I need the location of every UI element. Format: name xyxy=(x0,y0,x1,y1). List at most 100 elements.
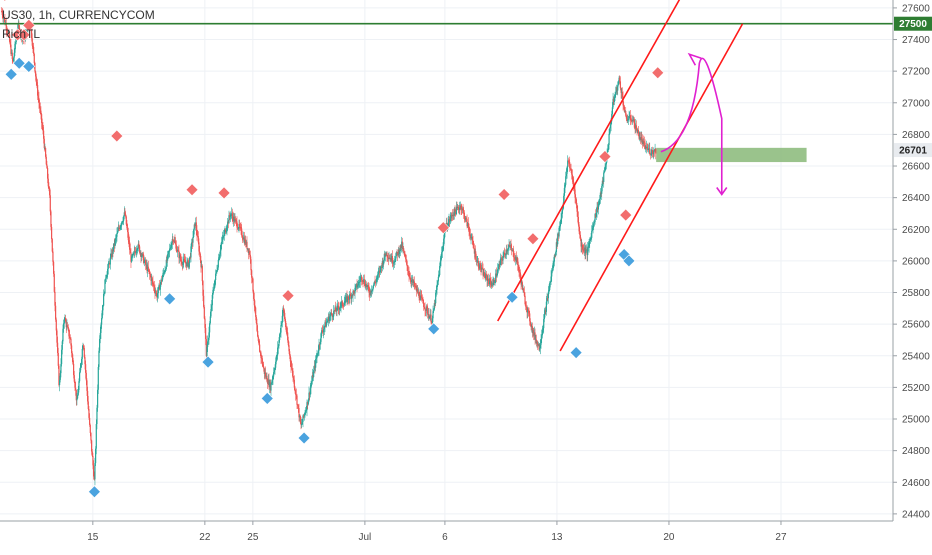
candle-body xyxy=(43,138,45,149)
candle-body xyxy=(141,255,143,257)
pivot-markers xyxy=(3,0,665,499)
candle-body xyxy=(229,215,231,217)
candle-body xyxy=(346,296,348,302)
candle-body xyxy=(348,299,350,300)
candle-body xyxy=(374,281,376,283)
candle-body xyxy=(357,282,359,286)
candle-body xyxy=(12,59,14,62)
candle-body xyxy=(32,45,34,48)
candle-body xyxy=(635,125,637,129)
candle-body xyxy=(427,314,429,315)
candle-body xyxy=(360,276,362,279)
candle-body xyxy=(111,249,113,257)
candle-body xyxy=(610,121,612,126)
candle-body xyxy=(237,228,239,230)
candle-body xyxy=(604,166,606,171)
candle-body xyxy=(621,92,624,98)
candle-body xyxy=(275,356,277,362)
pivot-low-marker xyxy=(297,431,311,445)
candle-body xyxy=(31,38,33,46)
candle-body xyxy=(449,218,451,222)
candle-body xyxy=(309,388,311,395)
price-zone xyxy=(656,147,807,163)
candle-body xyxy=(205,339,207,357)
candle-body xyxy=(501,259,503,261)
candle-body xyxy=(37,85,39,96)
candle-body xyxy=(257,330,259,337)
candle-body xyxy=(439,261,441,267)
candle-body xyxy=(73,363,75,376)
pivot-high-marker xyxy=(22,18,36,32)
candle-body xyxy=(386,252,388,257)
candle-body xyxy=(242,237,244,240)
candle-body xyxy=(551,271,553,277)
candle-body xyxy=(462,208,464,211)
candle-body xyxy=(181,261,183,264)
candle-body xyxy=(626,118,628,121)
candle-body xyxy=(311,381,313,385)
pivot-high-marker xyxy=(526,232,540,246)
candle-body xyxy=(65,317,67,322)
last-price-badge-text: 26701 xyxy=(899,146,927,157)
candle-body xyxy=(620,88,622,93)
candle-body xyxy=(434,303,436,304)
candle-body xyxy=(327,320,329,322)
candle-body xyxy=(414,285,416,287)
candle-body xyxy=(297,405,299,409)
candle-body xyxy=(119,228,121,229)
candle-body xyxy=(153,285,155,290)
candle-body xyxy=(137,247,139,251)
candle-body xyxy=(325,322,327,327)
candle-body xyxy=(648,148,650,150)
candle-body xyxy=(557,233,559,245)
candle-body xyxy=(107,268,109,275)
candle-body xyxy=(599,192,602,199)
candle-body xyxy=(321,330,323,334)
indicator-label[interactable]: RichTL xyxy=(2,27,40,41)
candle-body xyxy=(78,381,80,391)
candle-body xyxy=(215,273,217,280)
y-tick-label: 26000 xyxy=(902,256,930,267)
candle-body xyxy=(75,387,77,391)
candle-body xyxy=(489,278,491,284)
candle-body xyxy=(537,341,539,346)
candle-body xyxy=(83,345,85,348)
candle-body xyxy=(355,284,357,286)
candle-body xyxy=(376,277,378,280)
candle-body xyxy=(612,98,614,108)
candle-body xyxy=(121,222,123,223)
candle-body xyxy=(347,296,349,302)
candle-body xyxy=(197,236,199,243)
candle-body xyxy=(237,227,239,229)
candle-body xyxy=(313,365,315,371)
candle-body xyxy=(245,241,247,245)
candle-body xyxy=(487,278,489,281)
candle-body xyxy=(399,245,401,252)
candle-body xyxy=(157,287,159,294)
candle-body xyxy=(641,139,644,145)
candle-body xyxy=(570,169,572,171)
candle-body xyxy=(219,254,221,259)
candle-body xyxy=(265,375,267,377)
candle-body xyxy=(637,129,639,133)
candle-body xyxy=(161,279,163,282)
candle-body xyxy=(339,306,341,308)
candle-body xyxy=(89,424,91,433)
candle-body xyxy=(204,318,206,328)
candle-body xyxy=(56,330,58,343)
candle-body xyxy=(634,127,636,129)
candle-body xyxy=(503,252,505,257)
candle-body xyxy=(385,252,387,256)
candle-body xyxy=(185,263,187,267)
candle-body xyxy=(277,347,279,356)
candle-body xyxy=(159,285,161,290)
symbol-title: US30, 1h, CURRENCYCOM xyxy=(2,8,155,22)
candle-body xyxy=(621,92,623,93)
candle-body xyxy=(82,345,84,349)
candle-body xyxy=(280,324,282,333)
candle-body xyxy=(491,284,493,286)
candle-body xyxy=(77,394,79,399)
candle-body xyxy=(423,302,425,307)
candle-body xyxy=(519,271,521,273)
